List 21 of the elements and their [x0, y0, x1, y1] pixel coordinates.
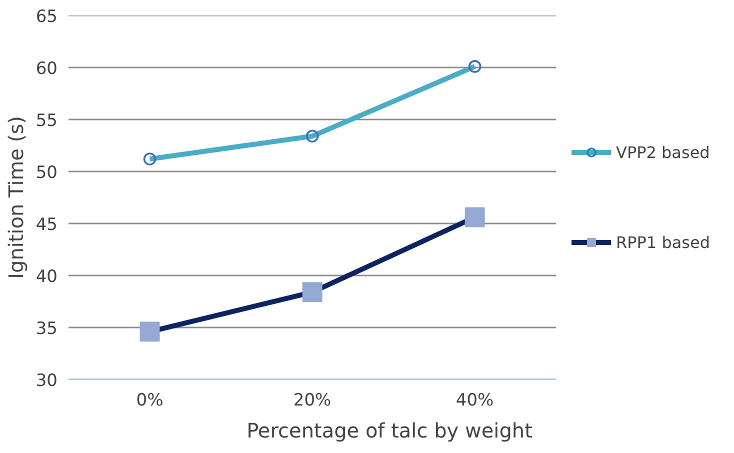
x-tick-label: 20% — [293, 390, 332, 410]
point — [468, 60, 482, 73]
point — [306, 130, 319, 143]
y-axis-title: Ignition Time (s) — [4, 116, 28, 279]
point — [143, 152, 156, 166]
y-tick-label: 55 — [36, 111, 58, 131]
y-tick-label: 45 — [36, 215, 58, 235]
x-tick-label: 0% — [136, 390, 164, 410]
y-tick-label: 65 — [36, 7, 58, 27]
legend-label: RPP1 based — [616, 232, 710, 252]
legend-label: VPP2 based — [616, 142, 710, 162]
y-tick-label: 35 — [36, 319, 58, 339]
point — [140, 322, 160, 342]
y-tick-label: 60 — [36, 59, 58, 79]
x-tick-label: 40% — [456, 390, 494, 410]
y-tick-label: 50 — [36, 163, 58, 183]
y-tick-label: 40 — [36, 267, 58, 287]
point — [302, 282, 322, 302]
y-tick-label: 30 — [36, 371, 58, 391]
x-axis-title: Percentage of talc by weight — [246, 418, 533, 442]
point — [464, 207, 485, 228]
